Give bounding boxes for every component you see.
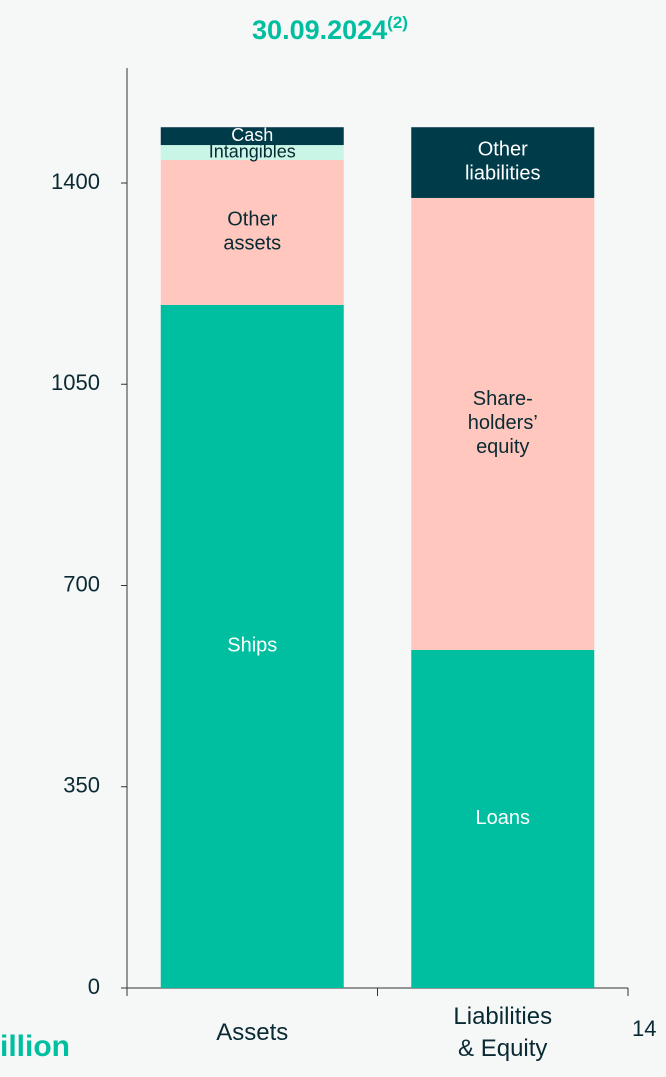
- y-tick-label: 1400: [51, 169, 100, 194]
- segment-label: Other liabilities: [465, 139, 541, 185]
- segment-label: Loans: [476, 807, 531, 829]
- bar-segment: [160, 160, 344, 305]
- bar-segment: [160, 127, 344, 146]
- bar-segment: [411, 197, 595, 650]
- segment-label: Ships: [227, 635, 277, 657]
- y-tick-label: 1050: [51, 370, 100, 395]
- segment-label: Intangibles: [209, 141, 296, 161]
- y-tick-label: 0: [88, 974, 100, 999]
- y-tick-label: 700: [63, 571, 100, 596]
- chart-title: 30.09.2024(2): [252, 13, 408, 45]
- title-superscript: (2): [387, 13, 408, 32]
- segment-label: Share-holders’ equity: [468, 388, 538, 458]
- segment-label: Cash: [231, 125, 273, 145]
- page-number: 14: [632, 1016, 656, 1041]
- bar-segment: [411, 127, 595, 198]
- bar-segment: [160, 145, 344, 160]
- x-tick-label: Assets: [216, 1019, 288, 1046]
- bar-segment: [411, 649, 595, 988]
- title-main: 30.09.2024: [252, 15, 387, 45]
- segment-label: Other assets: [223, 209, 281, 255]
- x-tick-label: Liabilities & Equity: [453, 1003, 552, 1062]
- unit-label: illion: [0, 1030, 70, 1063]
- y-tick-label: 350: [63, 773, 100, 798]
- bar-segment: [160, 304, 344, 988]
